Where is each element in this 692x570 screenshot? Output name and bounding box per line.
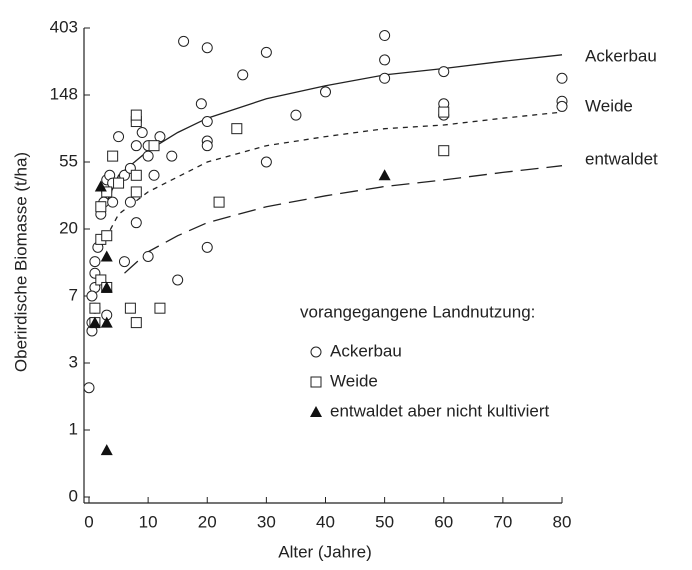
point <box>89 302 101 314</box>
point <box>379 72 391 84</box>
point <box>148 169 160 181</box>
x-tick-label: 80 <box>553 512 572 531</box>
point <box>130 169 142 181</box>
point <box>260 46 272 58</box>
line-label: Ackerbau <box>585 46 657 65</box>
point <box>231 123 243 135</box>
point <box>100 250 113 262</box>
point <box>201 241 213 253</box>
y-tick-label: 1 <box>69 419 78 438</box>
point <box>320 86 331 98</box>
line-label: entwaldet <box>585 149 658 168</box>
point <box>118 256 130 268</box>
point <box>124 196 136 208</box>
point <box>154 131 166 143</box>
x-tick-label: 40 <box>316 512 335 531</box>
point <box>83 382 95 394</box>
y-tick-label: 148 <box>50 84 78 103</box>
point <box>130 186 142 198</box>
point <box>136 127 148 139</box>
point <box>95 201 107 213</box>
y-tick-label: 20 <box>59 218 78 237</box>
y-tick-label: 55 <box>59 151 78 170</box>
point <box>100 316 113 328</box>
point <box>379 30 391 42</box>
point <box>379 54 391 66</box>
y-tick-label: 403 <box>50 17 78 36</box>
y-tick-label: 3 <box>69 352 78 371</box>
y-tick-label: 7 <box>69 285 78 304</box>
fit-line <box>106 54 563 203</box>
point <box>113 131 125 143</box>
point <box>107 150 119 162</box>
point <box>100 281 113 293</box>
point <box>107 196 119 208</box>
point <box>130 217 142 229</box>
point <box>101 186 113 198</box>
point <box>438 66 450 78</box>
point <box>142 150 154 162</box>
point <box>94 180 107 192</box>
legend-label: Ackerbau <box>330 341 402 360</box>
point <box>201 116 213 128</box>
point <box>290 109 302 121</box>
point <box>86 290 98 302</box>
point <box>201 140 213 152</box>
legend-marker <box>310 406 322 417</box>
line-label: Weide <box>585 96 633 115</box>
point <box>89 256 101 268</box>
legend-marker <box>310 376 322 388</box>
point <box>100 444 113 456</box>
fit-line <box>100 111 563 248</box>
point <box>101 230 113 242</box>
point <box>237 69 249 81</box>
point <box>130 317 142 329</box>
x-tick-label: 60 <box>434 512 453 531</box>
legend-title: vorangegangene Landnutzung: <box>300 302 535 321</box>
point <box>130 140 142 152</box>
point <box>178 35 190 47</box>
point <box>195 98 207 110</box>
point <box>201 42 213 54</box>
y-tick-label: 0 <box>69 486 78 505</box>
point <box>130 109 142 121</box>
point <box>88 316 101 328</box>
point <box>556 72 568 84</box>
point <box>213 196 225 208</box>
x-tick-label: 20 <box>198 512 217 531</box>
x-tick-label: 50 <box>375 512 394 531</box>
point <box>154 302 166 314</box>
y-axis-title: Oberirdische Biomasse (t/ha) <box>11 152 30 372</box>
x-tick-label: 0 <box>84 512 93 531</box>
x-tick-label: 70 <box>493 512 512 531</box>
point <box>113 177 125 189</box>
point <box>438 106 450 118</box>
point <box>95 274 107 286</box>
point <box>260 156 272 168</box>
x-tick-label: 10 <box>139 512 158 531</box>
point <box>148 140 160 152</box>
legend-label: entwaldet aber nicht kultiviert <box>330 401 550 420</box>
point <box>142 250 154 262</box>
point <box>172 274 184 286</box>
point <box>556 100 568 112</box>
legend-label: Weide <box>330 371 378 390</box>
legend-marker <box>310 346 322 358</box>
point <box>438 145 450 157</box>
point <box>166 150 178 162</box>
fit-line <box>124 165 563 274</box>
point <box>124 302 136 314</box>
point <box>378 169 391 181</box>
x-axis-title: Alter (Jahre) <box>278 542 372 561</box>
x-tick-label: 30 <box>257 512 276 531</box>
